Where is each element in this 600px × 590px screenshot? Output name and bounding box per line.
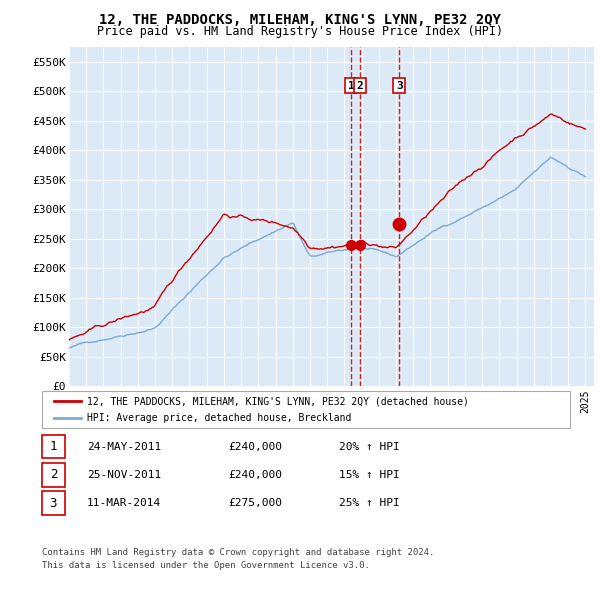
Text: £275,000: £275,000 — [228, 499, 282, 508]
Text: £240,000: £240,000 — [228, 470, 282, 480]
Text: HPI: Average price, detached house, Breckland: HPI: Average price, detached house, Brec… — [87, 413, 352, 423]
Text: 24-MAY-2011: 24-MAY-2011 — [87, 442, 161, 451]
Text: Contains HM Land Registry data © Crown copyright and database right 2024.: Contains HM Land Registry data © Crown c… — [42, 548, 434, 557]
Text: 25% ↑ HPI: 25% ↑ HPI — [339, 499, 400, 508]
Text: 20% ↑ HPI: 20% ↑ HPI — [339, 442, 400, 451]
Text: This data is licensed under the Open Government Licence v3.0.: This data is licensed under the Open Gov… — [42, 561, 370, 570]
Text: 2: 2 — [50, 468, 57, 481]
Text: 25-NOV-2011: 25-NOV-2011 — [87, 470, 161, 480]
Text: 1: 1 — [50, 440, 57, 453]
Text: Price paid vs. HM Land Registry's House Price Index (HPI): Price paid vs. HM Land Registry's House … — [97, 25, 503, 38]
Text: 2: 2 — [356, 81, 363, 90]
Text: 15% ↑ HPI: 15% ↑ HPI — [339, 470, 400, 480]
Text: 1: 1 — [347, 81, 355, 90]
Text: 3: 3 — [50, 497, 57, 510]
Text: 3: 3 — [396, 81, 403, 90]
Text: 11-MAR-2014: 11-MAR-2014 — [87, 499, 161, 508]
Text: 12, THE PADDOCKS, MILEHAM, KING'S LYNN, PE32 2QY: 12, THE PADDOCKS, MILEHAM, KING'S LYNN, … — [99, 13, 501, 27]
Text: £240,000: £240,000 — [228, 442, 282, 451]
Text: 12, THE PADDOCKS, MILEHAM, KING'S LYNN, PE32 2QY (detached house): 12, THE PADDOCKS, MILEHAM, KING'S LYNN, … — [87, 396, 469, 406]
